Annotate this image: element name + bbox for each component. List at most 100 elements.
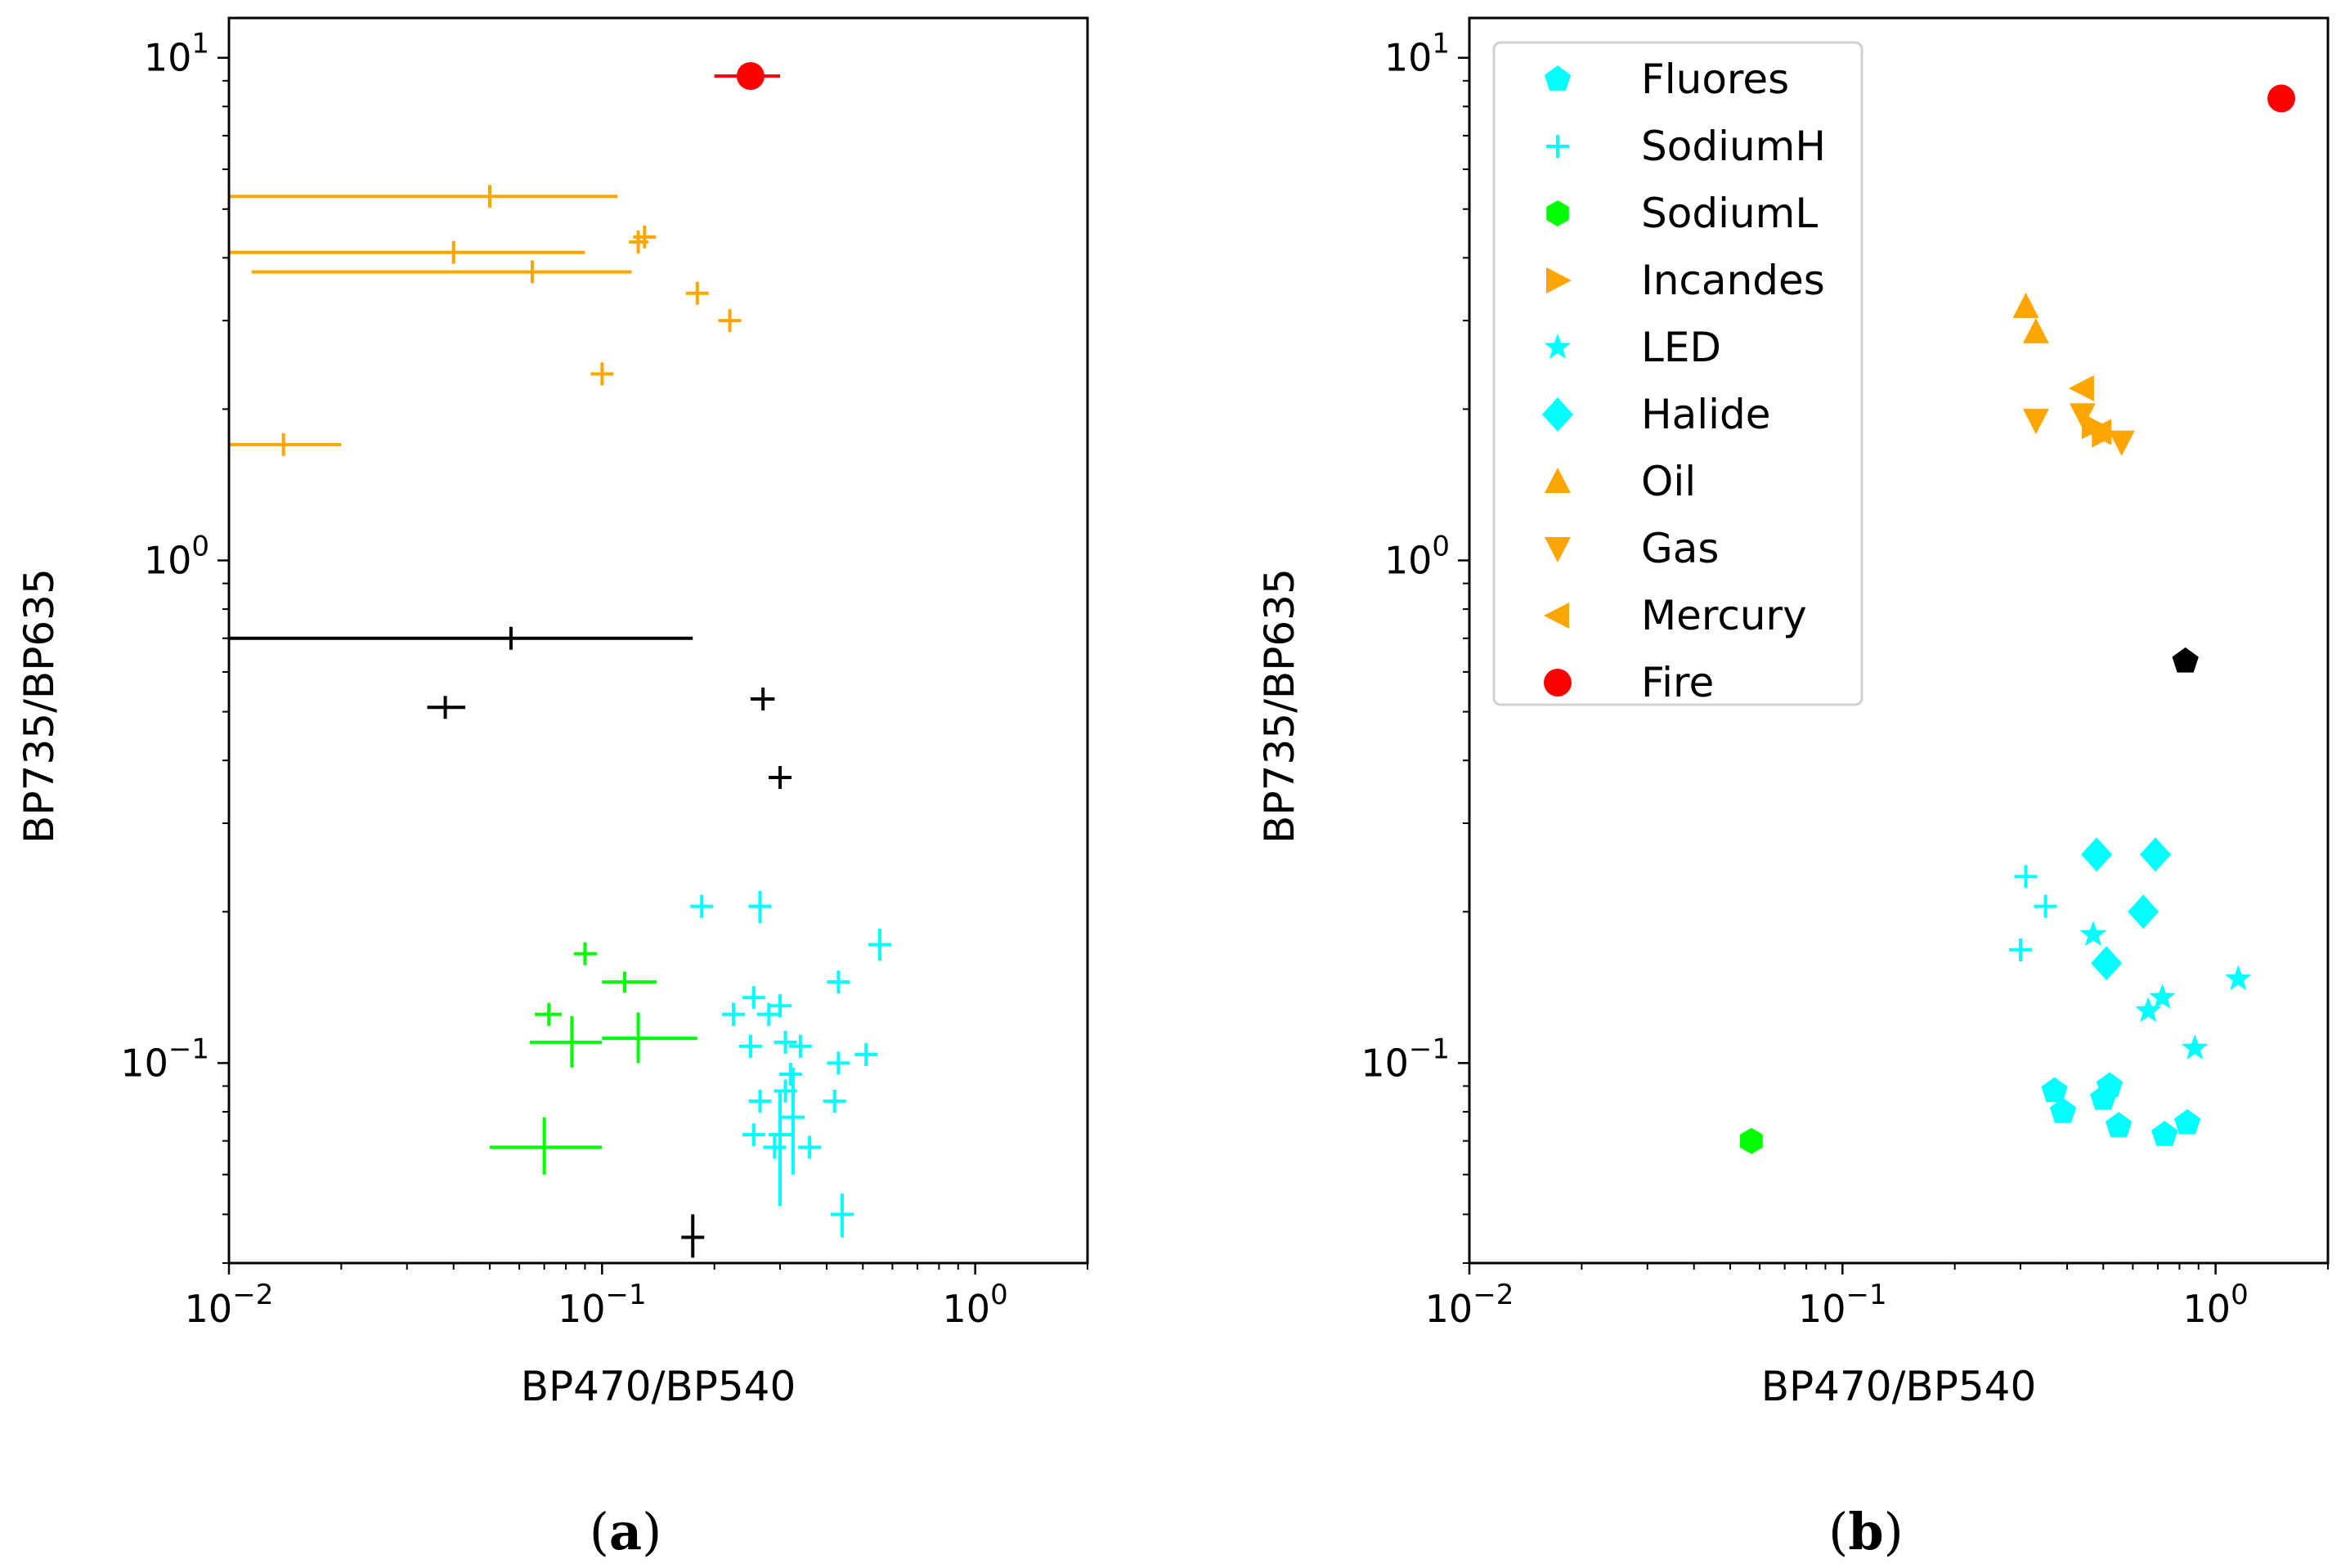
legend-label: Fire: [1641, 659, 1714, 706]
legend-item: Incandes: [1546, 257, 1825, 304]
legend-label: Incandes: [1641, 257, 1825, 304]
legend-marker: [1545, 537, 1571, 562]
axis-ticks: [218, 56, 1088, 1275]
x-tick-exp: −1: [606, 1279, 647, 1311]
data-point: [2009, 938, 2033, 961]
data-point: [2149, 983, 2176, 1009]
legend-label: SodiumL: [1641, 190, 1818, 237]
data-point: [2173, 1109, 2201, 1135]
data-point-unlisted: [2172, 647, 2199, 673]
y-tick-exp: 1: [191, 28, 209, 60]
plot-frame: [227, 16, 1089, 1265]
legend: Fluores SodiumH SodiumL Incandes LED Halide Oi…: [1492, 41, 1863, 706]
series-group-2: [229, 626, 792, 1258]
y-axis-label: BP735/BP635: [1256, 568, 1303, 844]
y-tick-base: 10: [1384, 36, 1433, 80]
panel-b-chart: 10−2 10−1 10010−1100101BP470/BP540BP735/BP…: [1256, 16, 2330, 1561]
x-tick-label: 10−2: [185, 1279, 274, 1331]
panel-label: (b): [1828, 1502, 1904, 1561]
legend-item: SodiumH: [1546, 123, 1826, 170]
y-tick-base: 10: [144, 539, 192, 583]
x-tick-exp: −2: [232, 1279, 273, 1311]
series-sodiumh: [2009, 865, 2057, 961]
x-axis-label: BP470/BP540: [1761, 1363, 2037, 1410]
data-point: [1740, 1127, 1763, 1154]
x-tick-base: 10: [1798, 1287, 1846, 1331]
x-tick-base: 10: [2183, 1287, 2231, 1331]
legend-label: SodiumH: [1641, 123, 1826, 170]
data-point: [2069, 403, 2096, 429]
y-tick-label: 10−1: [1361, 1033, 1450, 1085]
plot-area: [1740, 84, 2295, 1154]
panel-label-letter: a: [609, 1502, 642, 1561]
y-tick-exp: 0: [191, 531, 209, 563]
x-tick-exp: −1: [1846, 1279, 1887, 1311]
panel-label-letter: b: [1848, 1502, 1883, 1561]
y-tick-exp: 0: [1432, 531, 1450, 563]
y-tick-label: 10−1: [120, 1033, 209, 1085]
data-point: [2151, 1121, 2178, 1146]
panel-a-chart: 10−2 10−1 10010−1100101BP470/BP540BP735/BP…: [16, 16, 1089, 1561]
data-point: [2034, 894, 2057, 918]
panel-label-close: ): [1884, 1502, 1904, 1561]
legend-label: Fluores: [1641, 56, 1789, 103]
panel-label-open: (: [1828, 1502, 1848, 1561]
y-tick-base: 10: [120, 1041, 168, 1085]
data-point: [2225, 965, 2252, 991]
data-point: [2081, 837, 2113, 872]
series-group-0: [714, 61, 781, 90]
legend-marker: [1546, 267, 1572, 293]
data-point: [2128, 894, 2159, 930]
legend-marker: [1544, 65, 1572, 91]
x-tick-base: 10: [943, 1287, 991, 1331]
panel-label: (a): [590, 1502, 662, 1561]
legend-label: LED: [1641, 324, 1721, 371]
legend-item: Halide: [1542, 391, 1771, 438]
legend-marker: [1544, 603, 1569, 629]
y-tick-label: 101: [1384, 28, 1450, 80]
data-point: [2079, 921, 2107, 947]
legend-marker: [1546, 200, 1569, 226]
data-point: [2012, 292, 2039, 318]
series-group-1: [229, 185, 742, 456]
legend-item: LED: [1544, 324, 1721, 371]
x-tick-label: 10−2: [1425, 1279, 1514, 1331]
data-point: [2105, 1112, 2132, 1137]
x-tick-label: 100: [2183, 1279, 2249, 1331]
data-point: [2108, 430, 2135, 456]
legend-item: Mercury: [1544, 592, 1807, 639]
legend-label: Gas: [1641, 525, 1719, 572]
data-point: [2182, 1034, 2209, 1060]
data-point: [2022, 409, 2049, 435]
legend-marker: [1545, 468, 1571, 493]
x-tick-exp: −2: [1473, 1279, 1514, 1311]
legend-label: Mercury: [1641, 592, 1807, 639]
y-axis-label: BP735/BP635: [16, 568, 63, 844]
legend-label: Halide: [1641, 391, 1771, 438]
y-tick-exp: 1: [1432, 28, 1450, 60]
series-fluores: [2041, 1072, 2201, 1146]
x-tick-base: 10: [558, 1287, 606, 1331]
series-fire: [2267, 84, 2295, 113]
y-tick-base: 10: [1361, 1041, 1409, 1085]
x-axis-label: BP470/BP540: [521, 1363, 796, 1410]
legend-item: Oil: [1545, 458, 1696, 505]
y-tick-exp: −1: [168, 1033, 209, 1065]
legend-label: Oil: [1641, 458, 1696, 505]
y-tick-base: 10: [144, 36, 192, 80]
x-tick-label: 10−1: [1798, 1279, 1887, 1331]
y-tick-label: 100: [1384, 531, 1450, 583]
data-point: [2135, 997, 2162, 1023]
plot-area: [229, 61, 891, 1258]
y-tick-label: 100: [144, 531, 209, 583]
data-point: [2267, 84, 2295, 113]
x-tick-exp: 0: [990, 1279, 1008, 1311]
y-tick-label: 101: [144, 28, 209, 80]
legend-marker: [1546, 135, 1569, 158]
x-tick-base: 10: [185, 1287, 233, 1331]
panel-label-open: (: [590, 1502, 609, 1561]
legend-marker: [1542, 397, 1573, 432]
x-tick-exp: 0: [2231, 1279, 2249, 1311]
series-sodiuml: [1740, 1127, 1763, 1154]
data-point: [2096, 1072, 2124, 1098]
